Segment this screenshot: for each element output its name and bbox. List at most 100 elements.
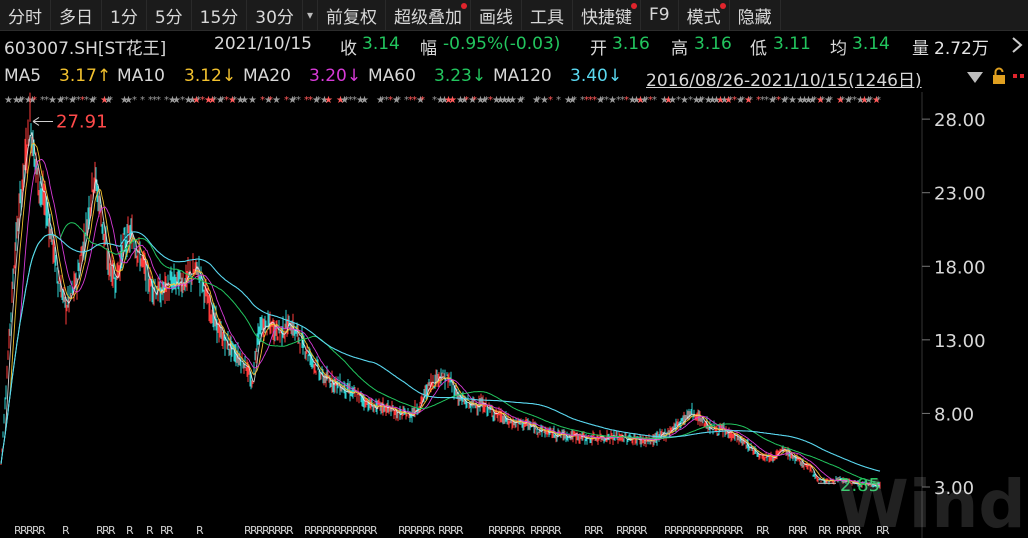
candle-body	[118, 266, 120, 272]
ma120-value: 3.40↓	[570, 66, 623, 86]
candle-body	[419, 402, 421, 408]
collapse-arrow-icon[interactable]	[1010, 35, 1024, 60]
candle-body	[517, 418, 519, 427]
candle-body	[236, 356, 238, 361]
toolbar-item-10[interactable]: 工具	[522, 0, 573, 30]
top-marker: ★	[56, 95, 65, 106]
toolbar-item-7[interactable]: 前复权	[318, 0, 386, 30]
toolbar-item-13[interactable]: 模式	[679, 0, 730, 30]
candle-body	[448, 378, 450, 383]
top-marker: ★	[692, 95, 701, 106]
toolbar-item-1[interactable]: 多日	[51, 0, 102, 30]
candle-body	[397, 415, 399, 418]
toolbar-item-12[interactable]: F9	[641, 0, 679, 30]
candle-body	[492, 415, 494, 418]
top-marker: ★	[668, 95, 677, 106]
candle-body	[536, 430, 538, 433]
rights-marker: R	[280, 524, 288, 537]
lock-icon[interactable]	[992, 67, 1006, 90]
ma5-value: 3.17↑	[59, 66, 112, 86]
open-label: 开	[590, 39, 607, 59]
candle-body	[561, 430, 563, 432]
rights-marker: R	[736, 524, 744, 537]
candle-body	[781, 447, 783, 450]
candle-body	[320, 376, 322, 378]
rights-marker: R	[146, 524, 154, 537]
candle-body	[24, 148, 26, 163]
rights-marker: R	[622, 524, 630, 537]
candle-body	[316, 362, 318, 366]
toolbar-item-0[interactable]: 分时	[0, 0, 51, 30]
candle-body	[220, 329, 222, 331]
candle-body	[558, 430, 560, 433]
y-tick-label: 28.00	[934, 110, 986, 131]
candle-body	[722, 426, 724, 434]
top-marker: ★	[16, 95, 25, 106]
candle-body	[733, 436, 735, 439]
candle-body	[39, 189, 41, 192]
rights-marker: R	[794, 524, 802, 537]
candle-body	[264, 322, 266, 333]
toolbar-item-5[interactable]: 30分	[247, 0, 303, 30]
candle-body	[434, 376, 436, 385]
candle-body	[216, 319, 218, 335]
top-marker: ★	[208, 95, 217, 106]
candle-body	[128, 232, 130, 243]
dropdown-triangle-icon[interactable]	[966, 69, 984, 89]
top-marker: *	[600, 95, 605, 106]
candle-body	[699, 415, 701, 424]
candle-body	[636, 439, 638, 443]
top-marker: ★	[504, 95, 513, 106]
rights-marker: R	[102, 524, 110, 537]
toolbar-item-6[interactable]: ▾	[303, 0, 318, 30]
rights-marker: R	[706, 524, 714, 537]
top-marker: *	[572, 95, 577, 106]
candle-body	[371, 401, 373, 407]
candle-body	[612, 436, 614, 442]
candle-body	[166, 290, 168, 298]
toolbar-item-9[interactable]: 画线	[471, 0, 522, 30]
candle-body	[94, 169, 96, 186]
top-marker: ★	[872, 95, 881, 106]
stock-symbol[interactable]: 603007.SH[ST花王]	[4, 39, 167, 59]
toolbar-item-8[interactable]: 超级叠加	[386, 0, 471, 30]
candle-body	[454, 389, 456, 395]
toolbar-item-14[interactable]: 隐藏	[730, 0, 781, 30]
candle-body	[705, 424, 707, 426]
candle-body	[383, 404, 385, 411]
candle-body	[79, 261, 81, 269]
top-marker: ★	[480, 95, 489, 106]
more-icon[interactable]	[1012, 68, 1026, 89]
candle-body	[207, 292, 209, 303]
top-marker: *	[852, 95, 857, 106]
candle-body	[753, 452, 755, 454]
candle-body	[659, 432, 661, 434]
toolbar-item-2[interactable]: 1分	[102, 0, 147, 30]
date-range[interactable]: 2016/08/26-2021/10/15(1246日)	[646, 71, 922, 91]
top-marker: ★	[788, 95, 797, 106]
candle-body	[764, 458, 766, 460]
toolbar-item-3[interactable]: 5分	[147, 0, 192, 30]
candle-body	[545, 428, 547, 432]
candle-body	[194, 268, 196, 273]
candle-body	[21, 190, 23, 196]
rights-marker: R	[788, 524, 796, 537]
candle-body	[341, 384, 343, 390]
rights-marker: R	[310, 524, 318, 537]
candle-body	[710, 426, 712, 428]
toolbar-item-11[interactable]: 快捷键	[573, 0, 641, 30]
candle-body	[4, 400, 6, 407]
rights-marker: R	[616, 524, 624, 537]
candle-body	[105, 237, 107, 242]
top-marker: *	[652, 95, 657, 106]
rights-marker: R	[286, 524, 294, 537]
candle-body	[231, 341, 233, 350]
rights-marker: R	[818, 524, 826, 537]
candle-body	[813, 472, 815, 475]
candle-body	[201, 283, 203, 289]
top-marker: ★	[68, 95, 77, 106]
y-tick-label: 18.00	[934, 257, 986, 278]
candle-body	[420, 397, 422, 403]
toolbar-item-4[interactable]: 15分	[192, 0, 248, 30]
